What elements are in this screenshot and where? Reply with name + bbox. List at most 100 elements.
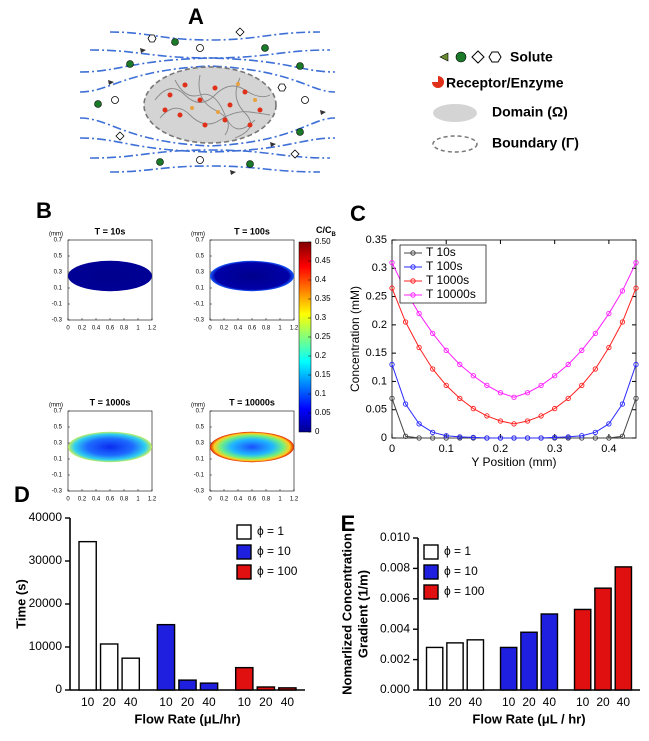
series-line	[391, 364, 637, 439]
colorbar-tick-label: 0	[315, 427, 320, 436]
x-tick-label: 20	[522, 695, 536, 709]
y-tick-label: 0.2	[372, 319, 387, 331]
domain-field	[68, 260, 152, 292]
panel-label: B	[36, 198, 52, 223]
y-tick-label: 0.1	[54, 286, 63, 292]
y-tick-label: 0.3	[54, 270, 63, 276]
y-tick-label: 0.05	[366, 404, 387, 416]
point	[457, 395, 463, 402]
point	[592, 429, 598, 435]
heatmap-title: T = 10000s	[229, 397, 275, 407]
point	[592, 330, 598, 336]
point	[633, 361, 639, 368]
x-tick-label: 0.6	[106, 497, 115, 503]
axis-unit: (mm)	[49, 403, 63, 409]
x-axis-title: Flow Rate (μL/hr)	[134, 711, 240, 726]
bar	[573, 608, 592, 691]
y-tick-label: -0.3	[194, 489, 205, 495]
x-tick-label: 20	[259, 695, 273, 709]
point	[606, 421, 612, 427]
point	[524, 390, 531, 396]
x-tick-label: 0.1	[439, 443, 454, 455]
axis-unit: (mm)	[191, 403, 205, 409]
axis-unit: (mm)	[191, 232, 205, 238]
x-tick-label: 0.8	[120, 497, 129, 503]
x-tick-label: 0.2	[220, 497, 229, 503]
x-tick-label: 40	[124, 695, 138, 709]
point	[470, 405, 476, 412]
point	[470, 434, 476, 441]
x-tick-label: 40	[543, 695, 557, 709]
point	[565, 434, 571, 440]
y-tick-label: 0.006	[380, 591, 410, 605]
y-axis-title: Concentration (mM)	[348, 286, 362, 392]
y-tick-label: 0.7	[196, 409, 205, 415]
colorbar-label-sub: B	[332, 232, 337, 238]
x-tick-label: 0	[389, 443, 395, 455]
x-tick-label: 1.2	[290, 497, 299, 503]
colorbar-tick-label: 0.50	[315, 237, 331, 246]
panel-label: A	[188, 4, 204, 29]
bar	[540, 613, 559, 691]
colorbar-tick-label: 0.25	[315, 332, 331, 341]
point	[619, 288, 626, 294]
y-tick-label: 0.3	[196, 270, 205, 276]
point	[552, 373, 558, 379]
x-tick-label: 0.2	[493, 443, 508, 455]
x-tick-label: 0.4	[92, 326, 101, 332]
y-axis-title: Nomarlized Concentration	[339, 533, 354, 695]
point	[416, 344, 422, 351]
panel-label: C	[350, 201, 366, 226]
point	[606, 310, 612, 317]
point	[416, 310, 422, 317]
legend-swatch	[236, 544, 252, 560]
x-tick-label: 0.3	[547, 443, 562, 455]
point	[538, 382, 544, 389]
bar	[594, 587, 612, 691]
point	[484, 382, 490, 389]
legend-label: Solute	[510, 49, 553, 65]
y-tick-label: 0.1	[196, 457, 205, 463]
colorbar-tick-label: 0.05	[315, 408, 331, 417]
x-tick-label: 1.2	[148, 326, 157, 332]
point	[389, 361, 395, 368]
y-tick-label: 0.5	[196, 254, 205, 260]
point	[606, 435, 612, 441]
legend-label: ϕ = 1	[257, 524, 284, 538]
point	[633, 259, 639, 266]
point	[592, 435, 598, 441]
y-tick-label: -0.1	[52, 473, 63, 479]
legend-marker	[410, 278, 416, 284]
y-tick-label: 0	[381, 432, 387, 444]
x-tick-label: 1.2	[290, 326, 299, 332]
legend-marker	[410, 264, 416, 270]
point	[389, 259, 395, 266]
x-tick-label: 0.2	[220, 326, 229, 332]
x-tick-label: 1.2	[148, 497, 157, 503]
x-tick-label: 0.6	[248, 326, 257, 332]
point	[592, 366, 598, 372]
x-tick-label: 0.6	[106, 326, 115, 332]
point	[619, 401, 626, 407]
legend-swatch	[236, 564, 252, 580]
colorbar-tick-label: 0.15	[315, 370, 331, 379]
point	[511, 435, 517, 441]
point	[497, 418, 504, 424]
x-tick-label: 0.4	[234, 326, 243, 332]
point	[443, 347, 449, 353]
x-tick-label: 0.8	[262, 497, 271, 503]
legend-label: T 100s	[426, 259, 462, 273]
colorbar-tick-label: 0.35	[315, 294, 331, 303]
x-tick-label: 0	[66, 326, 70, 332]
point	[497, 390, 504, 396]
colorbar-tick-label: 0.45	[315, 256, 331, 265]
point	[619, 433, 626, 439]
x-tick-label: 0	[66, 497, 70, 503]
legend-label: Receptor/Enzyme	[446, 75, 564, 91]
bar	[178, 679, 197, 691]
legend-label: Domain (Ω)	[492, 104, 568, 120]
point	[511, 421, 517, 427]
bar	[78, 540, 97, 691]
bar	[520, 631, 538, 691]
